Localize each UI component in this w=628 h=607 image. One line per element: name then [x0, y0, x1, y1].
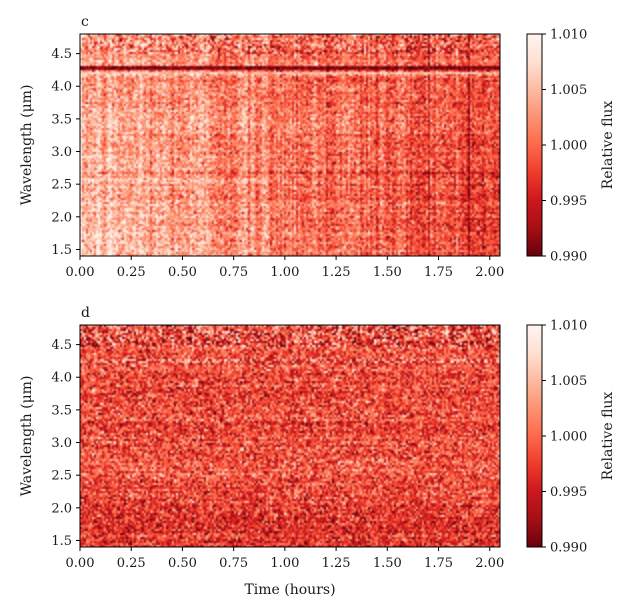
x-tick-label: 0.25 [117, 265, 146, 280]
colorbar-tick-label: 0.995 [550, 194, 587, 209]
y-tick-label: 2.5 [51, 469, 72, 484]
y-tick-label: 4.0 [51, 371, 72, 386]
y-tick-label: 4.0 [51, 80, 72, 95]
x-tick-label: 0.50 [168, 556, 197, 571]
colorbar-tick-label: 0.990 [550, 250, 587, 265]
shared-xlabel: Time (hours) [244, 582, 335, 598]
y-tick-label: 2.5 [51, 178, 72, 193]
panel-d: d 0.00 0.25 0.50 0.75 1.00 1.25 1.50 1.75 2.00 1.5… [19, 305, 616, 571]
x-tick-label: 0.25 [117, 556, 146, 571]
x-tick-label: 1.00 [270, 556, 299, 571]
x-tick-label: 0.75 [219, 556, 248, 571]
colorbar-tick-label: 1.005 [550, 374, 587, 389]
heatmap-image [80, 34, 500, 256]
x-tick-label: 1.75 [424, 265, 453, 280]
x-tick-label: 1.00 [270, 265, 299, 280]
panel-label: c [81, 14, 89, 30]
x-tick-label: 2.00 [475, 556, 504, 571]
colorbar-tick-label: 1.010 [550, 28, 587, 43]
x-tick-label: 1.50 [373, 556, 402, 571]
x-tick-label: 0.00 [66, 556, 95, 571]
y-tick-label: 2.0 [51, 210, 72, 225]
y-tick-label: 1.5 [51, 243, 72, 258]
x-tick-label: 1.50 [373, 265, 402, 280]
colorbar-tick-label: 1.000 [550, 430, 587, 445]
colorbar-tick-label: 1.010 [550, 319, 587, 334]
y-tick-label: 3.0 [51, 145, 72, 160]
panel-c: c 0.00 0.25 0.50 0.75 1.00 1.25 1.50 1.75 2.00 1.5… [19, 14, 616, 280]
colorbar [526, 33, 543, 257]
y-tick-label: 1.5 [51, 534, 72, 549]
axes-frame [79, 324, 501, 548]
x-tick-label: 0.50 [168, 265, 197, 280]
y-axis-label: Wavelength (μm) [19, 376, 35, 497]
x-tick-label: 1.25 [322, 556, 351, 571]
y-tick-label: 4.5 [51, 338, 72, 353]
heatmap-image [80, 325, 500, 547]
y-tick-label: 4.5 [51, 47, 72, 62]
y-axis-label: Wavelength (μm) [19, 85, 35, 206]
y-tick-label: 3.5 [51, 403, 72, 418]
colorbar-tick-label: 1.000 [550, 139, 587, 154]
x-tick-label: 1.75 [424, 556, 453, 571]
colorbar-label: Relative flux [600, 392, 616, 481]
colorbar-tick-label: 1.005 [550, 83, 587, 98]
colorbar-tick-label: 0.990 [550, 541, 587, 556]
y-tick-label: 3.0 [51, 436, 72, 451]
y-tick-label: 3.5 [51, 112, 72, 127]
y-tick-label: 2.0 [51, 501, 72, 516]
x-tick-label: 0.00 [66, 265, 95, 280]
colorbar [526, 324, 543, 548]
x-tick-label: 1.25 [322, 265, 351, 280]
axes-frame [79, 33, 501, 257]
colorbar-label: Relative flux [600, 101, 616, 190]
panel-label: d [81, 305, 90, 321]
colorbar-tick-label: 0.995 [550, 485, 587, 500]
x-tick-label: 0.75 [219, 265, 248, 280]
x-tick-label: 2.00 [475, 265, 504, 280]
